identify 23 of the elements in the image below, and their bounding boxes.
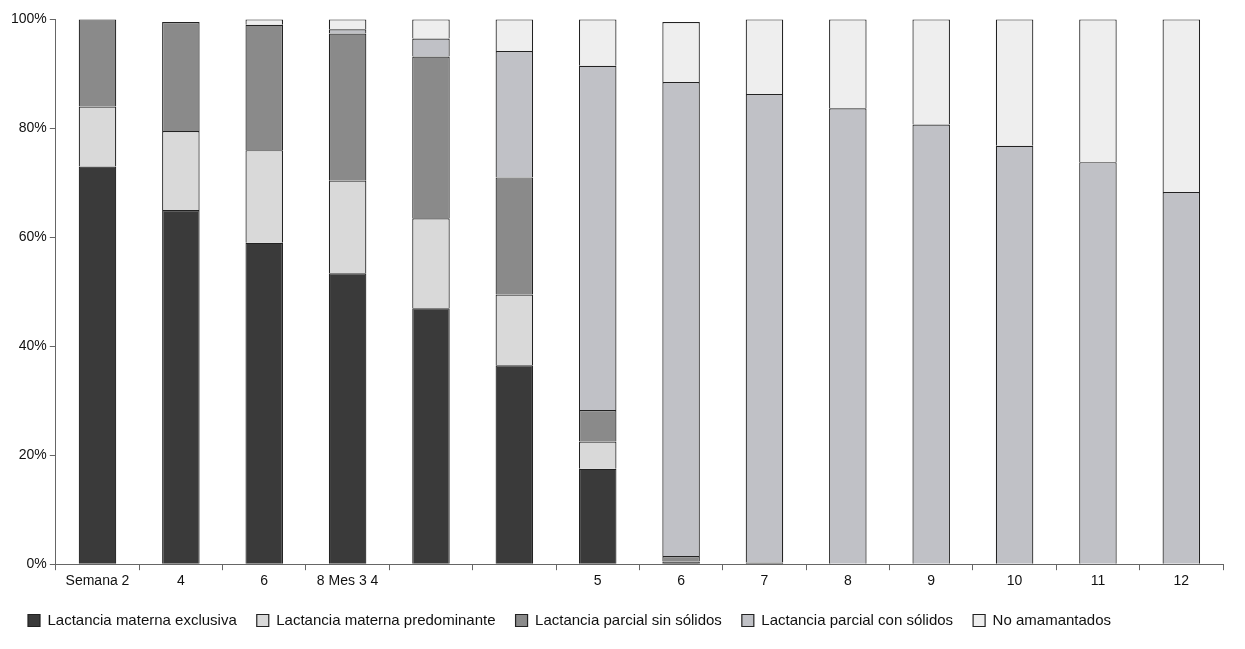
x-tick-label: 12 (1173, 572, 1190, 589)
legend-label: No amamantados (992, 610, 1112, 628)
x-tick-label: 8 Mes 3 4 (316, 572, 379, 589)
x-tick-label: 7 (760, 572, 769, 589)
x-tick-label: 8 (843, 572, 852, 589)
x-tick-label: 10 (1006, 572, 1023, 589)
x-tick-label: 4 (176, 572, 185, 589)
y-tick-label: 80% (18, 119, 47, 136)
x-tick-label: 9 (927, 572, 936, 589)
legend-label: Lactancia materna exclusiva (47, 610, 238, 628)
x-tick-label: Semana 2 (65, 572, 130, 589)
legend-label: Lactancia parcial con sólidos (761, 610, 954, 628)
y-tick-label: 0% (26, 555, 47, 572)
y-tick-label: 20% (18, 446, 47, 463)
legend-label: Lactancia materna predominante (276, 610, 496, 628)
y-tick-label: 60% (18, 228, 47, 245)
x-tick-label: 11 (1090, 572, 1106, 589)
x-tick-label: 6 (260, 572, 269, 589)
y-tick-label: 100% (10, 10, 47, 27)
x-tick-label: 5 (593, 572, 602, 589)
x-tick-label: 6 (677, 572, 686, 589)
legend-label: Lactancia parcial sin sólidos (535, 610, 722, 628)
y-tick-label: 40% (18, 337, 47, 354)
